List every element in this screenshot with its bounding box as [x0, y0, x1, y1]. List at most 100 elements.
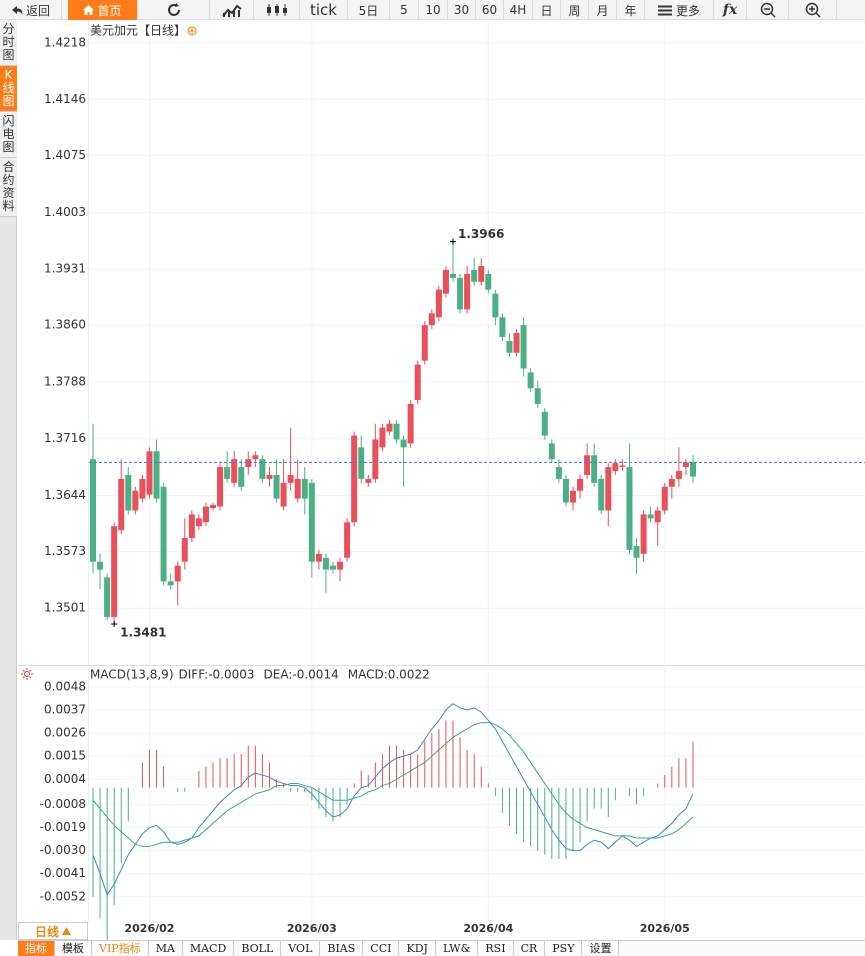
- candle-body: [202, 506, 209, 523]
- candle-body: [351, 435, 358, 523]
- candle-body: [548, 443, 555, 460]
- candle-body: [414, 364, 421, 401]
- candle-body: [393, 423, 400, 440]
- candle-body: [450, 273, 456, 278]
- candle-chart-button[interactable]: [254, 0, 300, 20]
- period-button[interactable]: 周: [561, 0, 589, 20]
- candle-body: [181, 538, 188, 562]
- candle-body: [287, 474, 294, 483]
- formula-button[interactable]: fx: [714, 0, 747, 20]
- zoom-out-button[interactable]: [747, 0, 789, 20]
- indicator-tab[interactable]: MA: [149, 941, 183, 956]
- candle-body: [266, 474, 273, 479]
- candle-body: [259, 459, 266, 479]
- candle-body: [520, 325, 527, 369]
- candle-body: [647, 514, 654, 519]
- period-button[interactable]: 日: [533, 0, 561, 20]
- candle-body: [690, 462, 696, 477]
- chart-title: MACD(13,8,9): [90, 668, 174, 682]
- extreme-marker: [450, 238, 456, 245]
- refresh-button[interactable]: [138, 0, 210, 20]
- candle-body: [570, 490, 576, 503]
- candle-body: [167, 581, 174, 586]
- candle-body: [245, 459, 252, 468]
- y-tick-label: 1.3860: [44, 318, 86, 332]
- label: 首页: [97, 3, 122, 18]
- home-button[interactable]: 首页: [68, 0, 138, 20]
- candle-body: [188, 514, 195, 539]
- indicator-tab[interactable]: VOL: [281, 941, 321, 956]
- candle-body: [464, 273, 471, 310]
- candle-body: [337, 561, 344, 570]
- period-button[interactable]: 5日: [348, 0, 390, 20]
- candle-body: [675, 471, 682, 479]
- indicator-tab[interactable]: 模板: [55, 941, 92, 956]
- period-button[interactable]: 30: [448, 0, 476, 20]
- add-icon: [189, 28, 196, 34]
- label: 日线: [34, 924, 59, 939]
- y-tick-label: 0.0026: [44, 726, 86, 740]
- max-label: 1.3966: [458, 227, 504, 241]
- side-tab[interactable]: 分时图: [0, 20, 17, 66]
- side-tab[interactable]: 合约资料: [0, 158, 17, 217]
- y-tick-label: 1.3644: [44, 488, 86, 502]
- indicator-tab[interactable]: LW&: [436, 941, 479, 956]
- indicator-tab[interactable]: 指标: [18, 941, 55, 956]
- y-tick-label: -0.0008: [40, 797, 86, 811]
- period-button[interactable]: 月: [589, 0, 617, 20]
- period-button[interactable]: 60: [476, 0, 504, 20]
- y-tick-label: 1.4146: [44, 92, 86, 106]
- indicator-tab[interactable]: 设置: [582, 941, 620, 956]
- candle-body: [231, 459, 238, 483]
- indicator-tab[interactable]: CR: [514, 941, 546, 956]
- candle-body: [478, 266, 485, 282]
- candle-body: [428, 313, 435, 326]
- side-tab[interactable]: 闪电图: [0, 112, 17, 158]
- indicator-tab[interactable]: PSY: [545, 941, 583, 956]
- candle-body: [308, 482, 315, 562]
- candle-body: [315, 553, 322, 562]
- candle-body: [118, 478, 125, 531]
- period-button[interactable]: tick: [300, 0, 348, 20]
- indicator-tab[interactable]: RSI: [478, 941, 514, 956]
- chart-subtitle: 【日线】: [138, 24, 186, 38]
- candle-body: [217, 467, 224, 507]
- period-button[interactable]: 5: [390, 0, 419, 20]
- line-chart-button[interactable]: [210, 0, 254, 20]
- candle-body: [492, 293, 499, 318]
- indicator-tab[interactable]: BIAS: [320, 941, 364, 956]
- candle-body: [301, 478, 308, 499]
- period-button[interactable]: 4H: [504, 0, 533, 20]
- more-button[interactable]: 更多: [645, 0, 714, 20]
- candle-body: [499, 317, 506, 337]
- candle-body: [442, 269, 449, 294]
- candle-body: [344, 522, 351, 558]
- candle-body: [160, 486, 167, 582]
- period-button[interactable]: 年: [617, 0, 645, 20]
- candle-body: [626, 467, 633, 550]
- period-selector[interactable]: 日线: [18, 922, 88, 940]
- candle-body: [97, 561, 104, 570]
- y-tick-label: 1.4218: [44, 35, 86, 49]
- candle-body: [661, 486, 668, 511]
- y-tick-label: 1.3931: [44, 262, 86, 276]
- side-tab[interactable]: K线图: [0, 66, 17, 112]
- indicator-tabs: 指标 模板 VIP指标 MA MACD BOLL VOL BIAS CCI KDJ LW& RSI CR…: [18, 940, 865, 956]
- period-button[interactable]: 10: [419, 0, 448, 20]
- indicator-tab[interactable]: CCI: [363, 941, 400, 956]
- zoom-in-button[interactable]: [789, 0, 837, 20]
- y-tick-label: -0.0030: [40, 843, 86, 857]
- indicator-tab[interactable]: VIP指标: [92, 941, 149, 956]
- candle-body: [619, 465, 626, 468]
- y-tick-label: 1.3716: [44, 431, 86, 445]
- min-label: 1.3481: [120, 625, 166, 639]
- candle-body: [111, 526, 118, 617]
- indicator-tab[interactable]: KDJ: [399, 941, 436, 956]
- candle-body: [541, 411, 548, 436]
- y-tick-label: 1.4075: [44, 148, 86, 162]
- candle-body: [174, 565, 181, 582]
- indicator-tab[interactable]: MACD: [183, 941, 235, 956]
- back-button[interactable]: 返回: [0, 0, 62, 20]
- indicator-tab[interactable]: BOLL: [234, 941, 282, 956]
